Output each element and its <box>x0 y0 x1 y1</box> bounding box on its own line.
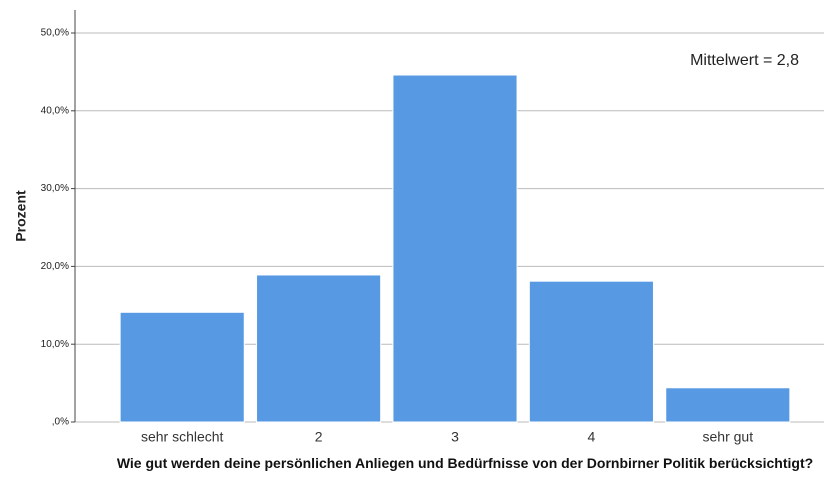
x-tick-label: 4 <box>588 429 596 445</box>
x-tick-label: sehr schlecht <box>141 429 224 445</box>
bar <box>665 387 791 423</box>
bar <box>392 74 518 423</box>
bar <box>256 274 382 423</box>
bar <box>119 311 245 423</box>
y-tick-label: 30,0% <box>41 183 69 194</box>
y-tick-label: 50,0% <box>41 28 69 39</box>
y-tick-label: ,0% <box>52 417 69 428</box>
x-tick-label: 2 <box>315 429 323 445</box>
y-axis-label: Prozent <box>13 190 29 242</box>
bar <box>528 280 654 423</box>
annotation: Mittelwert = 2,8 <box>690 52 799 69</box>
x-tick-label: sehr gut <box>703 429 754 445</box>
y-tick-label: 20,0% <box>41 261 69 272</box>
y-tick-label: 10,0% <box>41 339 69 350</box>
x-tick-label: 3 <box>451 429 459 445</box>
y-tick-label: 40,0% <box>41 105 69 116</box>
x-axis-label: Wie gut werden deine persönlichen Anlieg… <box>116 455 814 471</box>
